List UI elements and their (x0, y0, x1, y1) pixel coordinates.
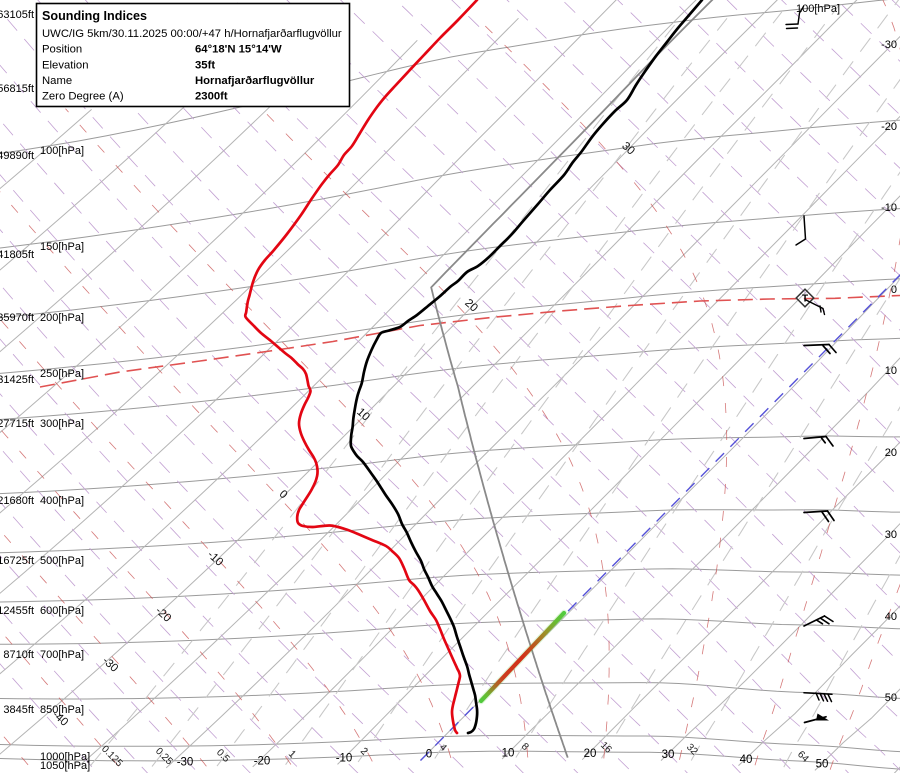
svg-text:30: 30 (662, 749, 675, 761)
svg-text:600[hPa]: 600[hPa] (40, 605, 84, 617)
svg-text:200[hPa]: 200[hPa] (40, 312, 84, 324)
svg-text:Zero Degree (A): Zero Degree (A) (42, 91, 124, 103)
svg-text:12455ft: 12455ft (0, 605, 34, 617)
svg-text:0: 0 (426, 749, 432, 761)
svg-text:10: 10 (502, 747, 515, 759)
svg-text:21680ft: 21680ft (0, 495, 34, 507)
svg-text:1000[hPa]: 1000[hPa] (40, 751, 90, 763)
svg-text:40: 40 (740, 754, 753, 766)
svg-text:Hornafjarðarflugvöllur: Hornafjarðarflugvöllur (195, 75, 315, 87)
svg-text:40: 40 (885, 611, 897, 623)
svg-text:50: 50 (885, 692, 897, 704)
svg-text:63105ft: 63105ft (0, 9, 34, 21)
svg-text:-10: -10 (881, 202, 897, 214)
svg-text:Position: Position (42, 44, 82, 56)
svg-text:50: 50 (816, 758, 829, 770)
svg-text:31425ft: 31425ft (0, 374, 34, 386)
svg-text:100[hPa]: 100[hPa] (796, 3, 840, 15)
svg-text:10: 10 (885, 365, 897, 377)
svg-text:150[hPa]: 150[hPa] (40, 241, 84, 253)
svg-text:-20: -20 (254, 755, 271, 767)
svg-text:Sounding Indices: Sounding Indices (42, 9, 147, 23)
svg-text:-30: -30 (177, 757, 194, 769)
svg-text:16725ft: 16725ft (0, 555, 34, 567)
svg-text:0: 0 (891, 284, 897, 296)
svg-text:500[hPa]: 500[hPa] (40, 555, 84, 567)
svg-text:30: 30 (885, 529, 897, 541)
svg-text:700[hPa]: 700[hPa] (40, 649, 84, 661)
svg-text:-10: -10 (336, 753, 353, 765)
svg-text:27715ft: 27715ft (0, 418, 34, 430)
svg-text:3845ft: 3845ft (3, 704, 34, 716)
svg-text:64°18'N 15°14'W: 64°18'N 15°14'W (195, 44, 282, 56)
svg-text:-20: -20 (881, 121, 897, 133)
svg-text:1050[hPa]: 1050[hPa] (40, 760, 90, 772)
svg-text:49890ft: 49890ft (0, 150, 34, 162)
svg-text:850[hPa]: 850[hPa] (40, 704, 84, 716)
svg-text:35970ft: 35970ft (0, 312, 34, 324)
svg-text:250[hPa]: 250[hPa] (40, 368, 84, 380)
svg-text:8710ft: 8710ft (3, 649, 34, 661)
svg-text:T: T (802, 294, 808, 305)
svg-text:2300ft: 2300ft (195, 91, 228, 103)
svg-text:41805ft: 41805ft (0, 249, 34, 261)
svg-text:35ft: 35ft (195, 60, 215, 72)
svg-text:400[hPa]: 400[hPa] (40, 495, 84, 507)
svg-text:UWC/IG 5km/30.11.2025 00:00/+4: UWC/IG 5km/30.11.2025 00:00/+47 h/Hornaf… (42, 28, 342, 40)
svg-text:Name: Name (42, 75, 72, 87)
svg-text:20: 20 (584, 748, 597, 760)
svg-text:20: 20 (885, 447, 897, 459)
svg-text:Elevation: Elevation (42, 60, 88, 72)
svg-text:300[hPa]: 300[hPa] (40, 418, 84, 430)
svg-text:100[hPa]: 100[hPa] (40, 145, 84, 157)
svg-text:56815ft: 56815ft (0, 83, 34, 95)
svg-text:-30: -30 (881, 39, 897, 51)
